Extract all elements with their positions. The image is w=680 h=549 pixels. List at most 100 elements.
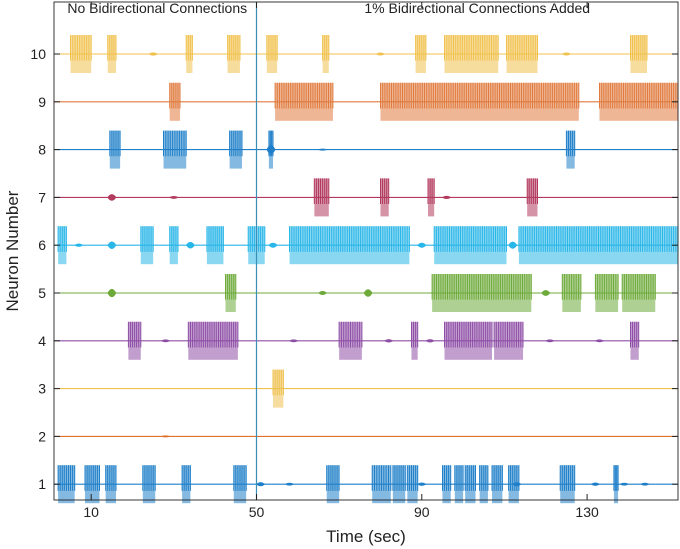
- neuron-1-burst: [406, 465, 419, 504]
- neuron-1-burst: [371, 465, 392, 504]
- neuron-1-burst: [142, 465, 156, 504]
- neuron-10-small-event: [561, 52, 572, 56]
- traces-layer: [54, 35, 679, 504]
- neuron-1-burst: [464, 465, 476, 504]
- neuron-10-burst: [185, 35, 193, 73]
- neuron-6-small-event: [107, 241, 117, 249]
- neuron-6-trace: [54, 226, 679, 265]
- y-tick-label: 5: [38, 285, 46, 301]
- neuron-1-burst: [454, 465, 464, 504]
- neuron-7-small-event: [441, 195, 452, 200]
- neuron-5-trace: [54, 274, 678, 312]
- neuron-2-small-event: [160, 435, 171, 438]
- neuron-5-small-event: [317, 290, 328, 296]
- neuron-6-burst: [169, 226, 179, 265]
- neuron-1-burst: [105, 465, 117, 504]
- y-tick-label: 8: [38, 142, 46, 158]
- neuron-6-burst: [140, 226, 154, 265]
- neuron-10-burst: [322, 35, 330, 73]
- neuron-10-burst: [506, 35, 538, 73]
- neuron-4-small-event: [288, 339, 299, 343]
- neuron-5-small-event: [541, 290, 551, 296]
- neuron-7-burst: [380, 178, 390, 217]
- y-tick-label: 2: [38, 428, 46, 444]
- neuron-9-burst: [380, 82, 580, 121]
- neuron-8-small-event: [317, 148, 328, 151]
- neuron-1-small-event: [417, 482, 427, 486]
- neuron-8-burst: [565, 130, 576, 169]
- neuron-8-burst: [109, 130, 121, 169]
- neuron-6-burst: [518, 226, 679, 265]
- neuron-1-small-event: [619, 482, 630, 486]
- neuron-5-small-event: [107, 288, 117, 298]
- neuron-9-burst: [169, 82, 181, 121]
- x-axis-title: Time (sec): [326, 527, 406, 546]
- neuron-1-small-event: [284, 482, 295, 486]
- neuron-5-small-event: [363, 289, 373, 297]
- neuron-8-small-event: [266, 145, 276, 155]
- neuron-6-burst: [206, 226, 224, 265]
- neuron-4-burst: [493, 321, 524, 360]
- neuron-10-burst: [415, 35, 427, 73]
- neuron-7-burst: [313, 178, 330, 217]
- neuron-6-small-event: [74, 243, 84, 247]
- neuron-2-trace: [54, 435, 678, 438]
- neuron-3-trace: [54, 369, 678, 408]
- y-tick-label: 10: [30, 46, 46, 62]
- neuron-8-trace: [54, 130, 678, 169]
- y-tick-label: 1: [38, 476, 46, 492]
- neuron-1-burst: [326, 465, 340, 504]
- neuron-1-burst: [392, 465, 406, 504]
- x-tick-label: 10: [83, 504, 99, 520]
- neuron-5-burst: [594, 274, 619, 312]
- neuron-9-trace: [54, 82, 679, 121]
- neuron-1-small-event: [255, 482, 266, 487]
- neuron-1-burst: [442, 465, 452, 504]
- neuron-9-burst: [274, 82, 334, 121]
- neuron-6-burst: [289, 226, 410, 265]
- neuron-1-small-event: [640, 482, 650, 486]
- neuron-1-burst: [57, 465, 76, 504]
- neuron-6-small-event: [185, 241, 195, 249]
- neuron-1-burst: [181, 465, 191, 504]
- y-tick-label: 9: [38, 94, 46, 110]
- neuron-1-burst: [491, 465, 503, 504]
- neuron-4-small-event: [383, 339, 394, 343]
- x-tick-label: 130: [575, 504, 599, 520]
- neuron-10-burst: [444, 35, 499, 73]
- neuron-5-burst: [621, 274, 656, 312]
- y-axis-title: Neuron Number: [3, 190, 22, 311]
- neuron-6-small-event: [417, 242, 427, 248]
- x-tick-label: 90: [414, 504, 430, 520]
- neuron-6-small-event: [508, 241, 518, 249]
- neuron-10-burst: [70, 35, 92, 73]
- plot-frame: [53, 1, 679, 501]
- neuron-6-burst: [57, 226, 67, 265]
- neuron-10-trace: [54, 35, 678, 73]
- y-tick-label: 3: [38, 381, 46, 397]
- y-axis: 1 2 3 4 5 6 7 8 9 10: [30, 46, 678, 492]
- neuron-5-burst: [431, 274, 532, 312]
- neuron-4-burst: [187, 321, 239, 360]
- neuron-8-burst: [163, 130, 187, 169]
- neuron-7-small-event: [168, 195, 179, 199]
- neuron-4-burst: [127, 321, 142, 360]
- neuron-10-burst: [630, 35, 648, 73]
- neuron-7-small-event: [107, 194, 117, 201]
- neuron-4-burst: [411, 321, 419, 360]
- neuron-1-burst: [559, 465, 576, 504]
- annotation-right: 1% Bidirectional Connections Added: [364, 0, 590, 16]
- annotation-left: No Bidirectional Connections: [67, 0, 247, 16]
- neuron-7-trace: [54, 178, 678, 217]
- neuron-8-burst: [229, 130, 243, 169]
- neuron-4-trace: [54, 321, 678, 360]
- neuron-4-small-event: [160, 339, 171, 343]
- neuron-4-small-event: [594, 339, 605, 343]
- neuron-4-small-event: [545, 339, 555, 343]
- neuron-4-small-event: [425, 339, 435, 343]
- neuron-10-small-event: [148, 52, 158, 56]
- neuron-1-burst: [233, 465, 247, 504]
- neuron-4-burst: [444, 321, 493, 360]
- neuron-1-burst: [613, 465, 619, 504]
